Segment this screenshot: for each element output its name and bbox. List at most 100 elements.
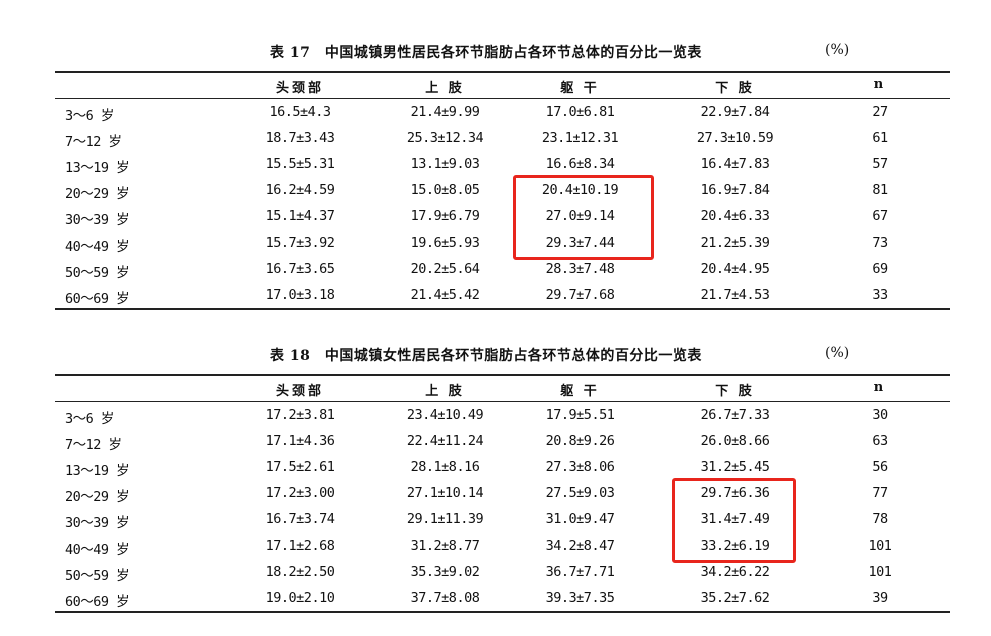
column-header: 上 肢 [425, 81, 465, 96]
table-cell: 17.9±6.79 [410, 208, 480, 225]
table-cell: 17.2±3.81 [265, 407, 335, 423]
table-unit: (%) [825, 42, 850, 58]
top-rule [55, 71, 950, 73]
table-cell: 17.1±2.68 [265, 537, 335, 554]
table-title: 表 17 中国城镇男性居民各环节脂肪占各环节总体的百分比一览表 [270, 45, 702, 61]
table-cell: 20.4±4.95 [700, 260, 770, 277]
table-row: 3～6 岁 17.2±3.81 23.4±10.49 17.9±5.51 26.7±7.… [55, 403, 950, 429]
row-label: 50～59 岁 [65, 567, 130, 584]
table-cell: 26.7±7.33 [700, 407, 770, 423]
row-label: 7～12 岁 [65, 437, 122, 454]
table-row: 50～59 岁 18.2±2.50 35.3±9.02 36.7±7.71 34.2±6… [55, 560, 950, 586]
table-cell: 23.4±10.49 [406, 407, 484, 423]
table-cell: 31.2±5.45 [700, 459, 770, 476]
table-cell: 57 [872, 156, 888, 173]
table-row: 7～12 岁 18.7±3.43 25.3±12.34 23.1±12.31 27.3±… [55, 126, 950, 152]
table-row: 30～39 岁 16.7±3.74 29.1±11.39 31.0±9.47 31.4±… [55, 507, 950, 533]
table-row: 50～59 岁 16.7±3.65 20.2±5.64 28.3±7.48 20.4±4… [55, 257, 950, 283]
table-cell: 20.8±9.26 [545, 433, 615, 450]
table-row: 7～12 岁 17.1±4.36 22.4±11.24 20.8±9.26 26.0±8… [55, 429, 950, 455]
table-18: 表 18 中国城镇女性居民各环节脂肪占各环节总体的百分比一览表 (%) 头颈部 上 肢… [55, 343, 950, 615]
column-header: n [873, 380, 887, 395]
table-cell: 16.7±3.74 [265, 511, 335, 528]
row-label: 20～29 岁 [65, 489, 130, 506]
table-cell: 19.6±5.93 [410, 234, 480, 251]
row-label: 30～39 岁 [65, 212, 130, 229]
table-cell: 16.5±4.3 [269, 104, 331, 120]
table-cell: 33 [872, 286, 888, 303]
table-cell: 31.0±9.47 [545, 511, 615, 528]
row-label: 30～39 岁 [65, 515, 130, 532]
highlight-box [513, 175, 654, 260]
column-header: 躯 干 [560, 81, 600, 96]
table-cell: 17.0±6.81 [545, 104, 615, 120]
table-cell: 15.5±5.31 [265, 156, 335, 173]
row-label: 60～69 岁 [65, 593, 130, 610]
header-row: 头颈部 上 肢 躯 干 下 肢 n [55, 73, 950, 99]
table-cell: 61 [872, 130, 888, 147]
table-cell: 63 [872, 433, 888, 450]
row-label: 40～49 岁 [65, 541, 130, 558]
row-label: 50～59 岁 [65, 264, 130, 281]
table-cell: 35.2±7.62 [700, 589, 770, 606]
table-cell: 16.4±7.83 [700, 156, 770, 173]
table-cell: 69 [872, 260, 888, 277]
table-cell: 25.3±12.34 [406, 130, 484, 147]
table-unit: (%) [825, 345, 850, 361]
table-cell: 16.9±7.84 [700, 182, 770, 199]
table-cell: 17.0±3.18 [265, 286, 335, 303]
table-cell: 27.3±8.06 [545, 459, 615, 476]
column-header: 躯 干 [560, 384, 600, 399]
table-cell: 35.3±9.02 [410, 563, 480, 580]
row-label: 3～6 岁 [65, 411, 114, 427]
table-cell: 17.9±5.51 [545, 407, 615, 423]
top-rule [55, 374, 950, 376]
row-label: 13～19 岁 [65, 463, 130, 480]
table-row: 30～39 岁 15.1±4.37 17.9±6.79 27.0±9.14 20.4±6… [55, 204, 950, 230]
table-cell: 16.6±8.34 [545, 156, 615, 173]
table-row: 60～69 岁 19.0±2.10 37.7±8.08 39.3±7.35 35.2±7… [55, 586, 950, 612]
table-cell: 33.2±6.19 [700, 537, 770, 554]
header-rule [55, 98, 950, 99]
table-cell: 27.5±9.03 [545, 485, 615, 502]
table-cell: 18.7±3.43 [265, 130, 335, 147]
table-row: 40～49 岁 15.7±3.92 19.6±5.93 29.3±7.44 21.2±5… [55, 231, 950, 257]
table-cell: 31.4±7.49 [700, 511, 770, 528]
table-cell: 15.0±8.05 [410, 182, 480, 199]
column-header: 下 肢 [715, 81, 755, 96]
table-cell: 31.2±8.77 [410, 537, 480, 554]
table-cell: 22.4±11.24 [406, 433, 484, 450]
table-cell: 39.3±7.35 [545, 589, 615, 606]
table-caption: 表 17 中国城镇男性居民各环节脂肪占各环节总体的百分比一览表 (%) [55, 40, 950, 62]
table-cell: 21.7±4.53 [700, 286, 770, 303]
table-cell: 78 [872, 511, 888, 528]
header-row: 头颈部 上 肢 躯 干 下 肢 n [55, 376, 950, 402]
table-cell: 28.1±8.16 [410, 459, 480, 476]
table-cell: 81 [872, 182, 888, 199]
table-cell: 29.1±11.39 [406, 511, 484, 528]
table-cell: 20.2±5.64 [410, 260, 480, 277]
table-cell: 15.1±4.37 [265, 208, 335, 225]
table-cell: 27.1±10.14 [406, 485, 484, 502]
highlight-box [672, 478, 796, 563]
bottom-rule [55, 611, 950, 613]
table-cell: 17.5±2.61 [265, 459, 335, 476]
table-cell: 15.7±3.92 [265, 234, 335, 251]
row-label: 13～19 岁 [65, 160, 130, 177]
table-row: 3～6 岁 16.5±4.3 21.4±9.99 17.0±6.81 22.9±7.84… [55, 100, 950, 126]
column-header: 头颈部 [275, 384, 324, 399]
table-cell: 22.9±7.84 [700, 104, 770, 120]
table-cell: 29.3±7.44 [545, 234, 615, 251]
column-header: n [873, 77, 887, 92]
table-cell: 23.1±12.31 [541, 130, 619, 147]
table-cell: 16.2±4.59 [265, 182, 335, 199]
table-cell: 26.0±8.66 [700, 433, 770, 450]
column-header: 下 肢 [715, 384, 755, 399]
table-cell: 17.2±3.00 [265, 485, 335, 502]
table-caption: 表 18 中国城镇女性居民各环节脂肪占各环节总体的百分比一览表 (%) [55, 343, 950, 365]
header-rule [55, 401, 950, 402]
table-row: 20～29 岁 17.2±3.00 27.1±10.14 27.5±9.03 29.7±… [55, 481, 950, 507]
table-row: 60～69 岁 17.0±3.18 21.4±5.42 29.7±7.68 21.7±4… [55, 283, 950, 309]
row-label: 60～69 岁 [65, 290, 130, 307]
table-cell: 37.7±8.08 [410, 589, 480, 606]
